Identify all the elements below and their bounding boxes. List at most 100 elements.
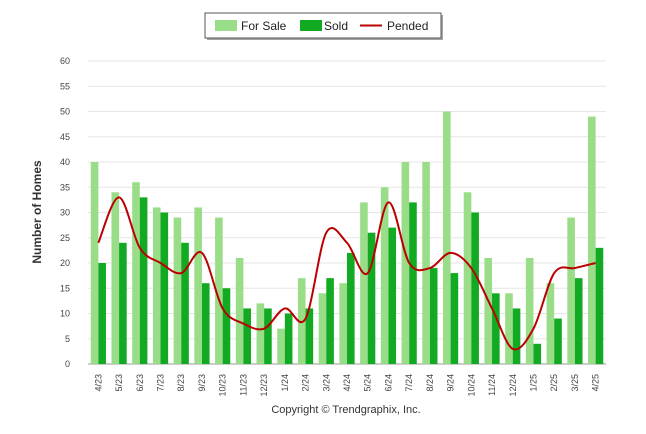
x-tick-label: 6/23 (135, 374, 145, 392)
pended-line (97, 196, 596, 351)
bar-for-sale (360, 202, 368, 364)
bar-for-sale (525, 257, 534, 364)
pended-series (97, 196, 596, 351)
bar-sold (409, 202, 417, 364)
bar-sold (554, 318, 562, 364)
y-tick-label: 5 (65, 334, 70, 344)
x-tick-label: 7/23 (156, 374, 166, 392)
bar-for-sale (111, 192, 120, 364)
bar-sold (595, 247, 604, 364)
bar-sold (181, 242, 189, 364)
x-axis-ticks: 4/23 5/23 6/23 7/23 8/23 9/23 10/23 11/23 12/23 1… (93, 374, 600, 397)
bar-for-sale (132, 182, 140, 364)
bar-for-sale (215, 217, 223, 364)
x-tick-label: 11/23 (238, 374, 248, 396)
legend-box (204, 12, 442, 39)
bar-sold (264, 308, 272, 364)
bar-for-sale (463, 192, 472, 364)
bar-sold (347, 252, 355, 364)
y-tick-label: 35 (60, 182, 70, 192)
x-tick-label: 7/24 (404, 374, 414, 392)
bar-for-sale (277, 328, 285, 364)
bar-for-sale (318, 293, 327, 364)
bar-for-sale (546, 283, 555, 364)
bar-for-sale (588, 116, 596, 364)
legend-swatch-sold (300, 20, 322, 31)
x-tick-label: 5/23 (114, 374, 124, 392)
bar-for-sale (567, 217, 575, 364)
bar-for-sale (90, 162, 99, 364)
bar-sold (119, 242, 127, 364)
x-tick-label: 9/23 (197, 374, 207, 392)
bar-for-sale (484, 257, 493, 364)
bar-sold (574, 278, 583, 364)
bar-for-sale (505, 293, 513, 364)
x-tick-label: 5/24 (363, 374, 373, 392)
y-axis-ticks: 0 5 10 15 20 25 30 35 40 45 50 55 60 (60, 56, 70, 369)
x-tick-label: 10/24 (466, 374, 476, 397)
x-tick-label: 2/25 (549, 374, 559, 392)
bar-for-sale (443, 111, 451, 364)
bar-for-sale (401, 162, 410, 364)
y-tick-label: 25 (60, 233, 70, 243)
legend-label-pended: Pended (387, 19, 428, 33)
y-tick-label: 15 (60, 283, 70, 293)
bar-sold (326, 278, 334, 364)
x-tick-label: 1/24 (280, 374, 290, 392)
x-tick-label: 8/23 (176, 374, 186, 392)
x-tick-label: 4/23 (93, 374, 103, 392)
y-tick-label: 0 (65, 359, 70, 369)
copyright-text: Copyright © Trendgraphix, Inc. (271, 404, 420, 416)
y-tick-label: 30 (60, 208, 70, 218)
x-tick-label: 10/23 (218, 374, 228, 397)
bar-for-sale (339, 283, 347, 364)
bar-sold (471, 212, 479, 364)
x-tick-label: 1/25 (528, 374, 538, 392)
legend: For Sale Sold Pended (204, 12, 443, 40)
x-tick-label: 8/24 (425, 374, 435, 392)
legend-label-sold: Sold (324, 19, 348, 33)
bar-sold (222, 288, 231, 364)
y-tick-label: 10 (60, 309, 70, 319)
y-tick-label: 55 (60, 81, 70, 91)
bar-sold (243, 308, 251, 364)
legend-label-for-sale: For Sale (241, 19, 287, 33)
x-tick-label: 9/24 (446, 374, 456, 392)
bar-for-sale (173, 217, 182, 364)
y-tick-label: 45 (60, 132, 70, 142)
bar-for-sale (380, 187, 389, 364)
bar-sold (533, 343, 542, 364)
x-tick-label: 12/24 (508, 374, 518, 397)
y-tick-label: 50 (60, 107, 70, 117)
bar-sold (388, 227, 397, 364)
x-tick-label: 3/24 (321, 374, 331, 392)
bar-sold (492, 293, 500, 364)
bar-sold (429, 268, 438, 364)
x-tick-label: 12/23 (259, 374, 269, 397)
bar-sold (305, 308, 314, 364)
bar-sold (284, 313, 293, 364)
bar-sold (160, 212, 169, 364)
legend-swatch-for-sale (215, 20, 237, 31)
x-tick-label: 4/25 (591, 374, 601, 392)
bar-sold (139, 197, 148, 364)
bar-for-sale (235, 257, 244, 364)
bar-sold (98, 263, 106, 364)
bar-sold (367, 232, 376, 364)
bar-sold (201, 283, 210, 364)
bar-for-sale (422, 162, 430, 364)
x-tick-label: 4/24 (342, 374, 352, 392)
x-tick-label: 2/24 (301, 374, 311, 392)
y-axis-label: Number of Homes (30, 160, 44, 264)
x-tick-label: 11/24 (487, 374, 497, 396)
bar-for-sale (256, 303, 265, 364)
bars (90, 111, 604, 364)
bar-sold (450, 273, 459, 364)
bar-for-sale (152, 207, 161, 364)
x-tick-label: 6/24 (383, 374, 393, 392)
y-tick-label: 60 (60, 56, 70, 66)
x-tick-label: 3/25 (570, 374, 580, 392)
y-tick-label: 20 (60, 258, 70, 268)
y-tick-label: 40 (60, 157, 70, 167)
